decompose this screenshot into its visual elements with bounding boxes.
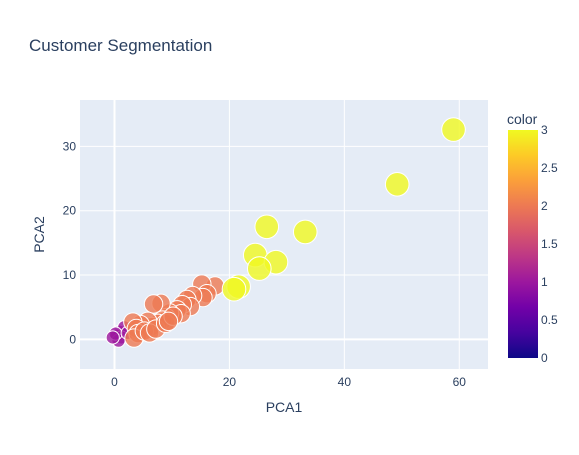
colorbar-gradient: [508, 130, 538, 358]
colorbar-tick-label: 1.5: [541, 237, 558, 251]
x-tick-label: 0: [111, 375, 118, 389]
chart-title: Customer Segmentation: [29, 36, 212, 55]
colorbar-tick-label: 2.5: [541, 161, 558, 175]
data-point: [384, 172, 410, 197]
data-point: [105, 330, 120, 345]
data-point: [143, 294, 164, 314]
x-axis-label: PCA1: [266, 399, 303, 415]
data-point: [292, 219, 318, 245]
colorbar-tick-label: 2: [541, 199, 548, 213]
data-point: [246, 256, 272, 281]
colorbar-tick-label: 0.5: [541, 313, 558, 327]
y-tick-label: 30: [63, 139, 77, 153]
scatter-points: [105, 117, 466, 348]
y-tick-label: 20: [63, 204, 77, 218]
colorbar: color 0 0.5 1 1.5 2 2.5 3: [507, 111, 558, 365]
colorbar-tick-label: 1: [541, 275, 548, 289]
grid-lines: [80, 100, 488, 369]
data-point: [158, 311, 179, 332]
y-axis-label: PCA2: [31, 216, 47, 253]
data-point: [254, 214, 280, 240]
data-point: [441, 117, 466, 142]
y-tick-label: 10: [63, 268, 77, 282]
colorbar-ticks: 0 0.5 1 1.5 2 2.5 3: [541, 123, 558, 365]
x-tick-label: 20: [223, 375, 237, 389]
x-axis-ticks: 0 20 40 60: [111, 375, 466, 389]
y-tick-label: 0: [69, 332, 76, 346]
colorbar-tick-label: 3: [541, 123, 548, 137]
colorbar-tick-label: 0: [541, 351, 548, 365]
colorbar-title: color: [507, 111, 538, 127]
x-tick-label: 40: [338, 375, 352, 389]
x-tick-label: 60: [453, 375, 467, 389]
data-point: [221, 276, 247, 302]
y-axis-ticks: 0 10 20 30: [63, 139, 77, 346]
